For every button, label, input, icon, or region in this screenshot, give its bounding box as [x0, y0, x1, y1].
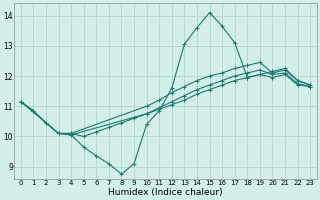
- X-axis label: Humidex (Indice chaleur): Humidex (Indice chaleur): [108, 188, 223, 197]
